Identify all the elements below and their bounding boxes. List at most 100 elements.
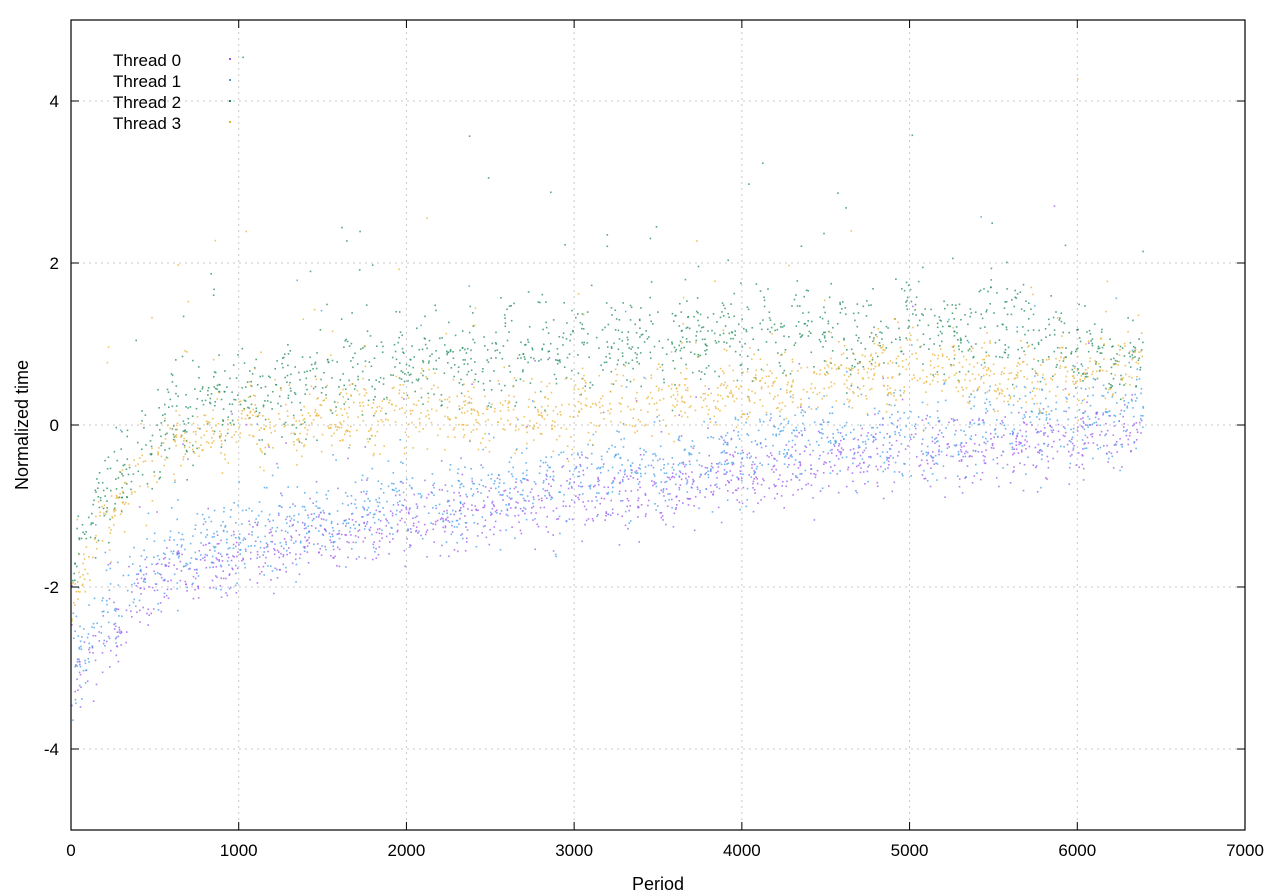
data-point xyxy=(783,448,786,451)
data-point xyxy=(875,465,877,468)
data-point xyxy=(345,430,347,433)
data-point xyxy=(185,449,188,452)
data-point xyxy=(143,549,145,552)
data-point xyxy=(1073,444,1075,447)
data-point xyxy=(716,321,718,323)
data-point xyxy=(958,303,961,306)
data-point xyxy=(182,456,185,458)
data-point xyxy=(876,485,879,488)
data-point xyxy=(366,521,369,523)
data-point xyxy=(665,480,668,483)
data-point xyxy=(977,450,980,453)
data-point xyxy=(415,503,418,505)
data-point xyxy=(913,436,915,438)
data-point xyxy=(838,443,841,445)
data-point xyxy=(614,309,617,312)
data-point xyxy=(1058,438,1061,441)
data-point xyxy=(1035,466,1037,469)
data-point xyxy=(578,494,581,496)
data-point xyxy=(605,515,607,517)
data-point xyxy=(94,659,97,662)
data-point xyxy=(1142,341,1144,344)
data-point xyxy=(898,373,901,375)
data-point xyxy=(655,226,658,228)
data-point xyxy=(634,471,636,473)
data-point xyxy=(1019,462,1021,465)
data-point xyxy=(500,389,503,392)
data-point xyxy=(860,434,862,437)
data-point xyxy=(243,562,246,565)
data-point xyxy=(1120,374,1122,377)
data-point xyxy=(394,350,397,353)
data-point xyxy=(156,424,159,426)
data-point xyxy=(794,342,797,344)
data-point xyxy=(726,480,729,482)
data-point xyxy=(627,331,630,333)
data-point xyxy=(733,292,736,295)
data-point xyxy=(228,573,231,575)
data-point xyxy=(819,316,822,318)
data-point xyxy=(777,394,779,397)
data-point xyxy=(857,451,859,454)
data-point xyxy=(210,273,212,275)
data-point xyxy=(380,488,382,490)
data-point xyxy=(74,563,76,565)
data-point xyxy=(558,515,561,518)
data-point xyxy=(588,485,590,487)
data-point xyxy=(753,489,756,491)
data-point xyxy=(722,443,725,446)
data-point xyxy=(757,502,759,504)
data-point xyxy=(265,546,268,549)
data-point xyxy=(634,352,637,354)
data-point xyxy=(690,445,693,448)
data-point xyxy=(588,356,590,359)
data-point xyxy=(982,436,984,438)
data-point xyxy=(139,621,141,623)
data-point xyxy=(552,475,555,478)
data-point xyxy=(518,354,521,356)
data-point xyxy=(851,472,854,474)
data-point xyxy=(203,518,206,520)
data-point xyxy=(749,457,751,459)
data-point xyxy=(1068,407,1070,409)
data-point xyxy=(108,637,111,640)
data-point xyxy=(739,473,742,475)
data-point xyxy=(548,493,551,496)
data-point xyxy=(617,359,620,361)
data-point xyxy=(367,497,369,500)
data-point xyxy=(1075,387,1077,389)
data-point xyxy=(859,454,862,457)
data-point xyxy=(458,408,461,410)
data-point xyxy=(635,357,638,359)
data-point xyxy=(213,375,215,378)
data-point xyxy=(577,354,579,356)
data-point xyxy=(578,475,581,478)
data-point xyxy=(162,558,165,560)
data-point xyxy=(163,579,166,582)
data-point xyxy=(655,482,657,484)
data-point xyxy=(480,442,482,444)
data-point xyxy=(595,404,598,406)
data-point xyxy=(260,387,262,389)
data-point xyxy=(852,480,854,483)
data-point xyxy=(840,447,843,449)
data-point xyxy=(866,435,868,437)
data-point xyxy=(422,370,425,372)
data-point xyxy=(1077,426,1079,428)
data-point xyxy=(1139,369,1142,371)
data-point xyxy=(753,376,755,379)
data-point xyxy=(674,508,677,510)
data-point xyxy=(1122,415,1124,418)
data-point xyxy=(245,423,248,426)
data-point xyxy=(473,386,475,389)
data-point xyxy=(509,487,511,490)
data-point xyxy=(522,353,524,355)
data-point xyxy=(371,558,374,561)
data-point xyxy=(716,463,718,465)
data-point xyxy=(852,352,854,355)
data-point xyxy=(263,469,265,472)
data-point xyxy=(724,325,727,327)
data-point xyxy=(164,433,167,436)
data-point xyxy=(867,414,869,416)
data-point xyxy=(247,406,249,409)
